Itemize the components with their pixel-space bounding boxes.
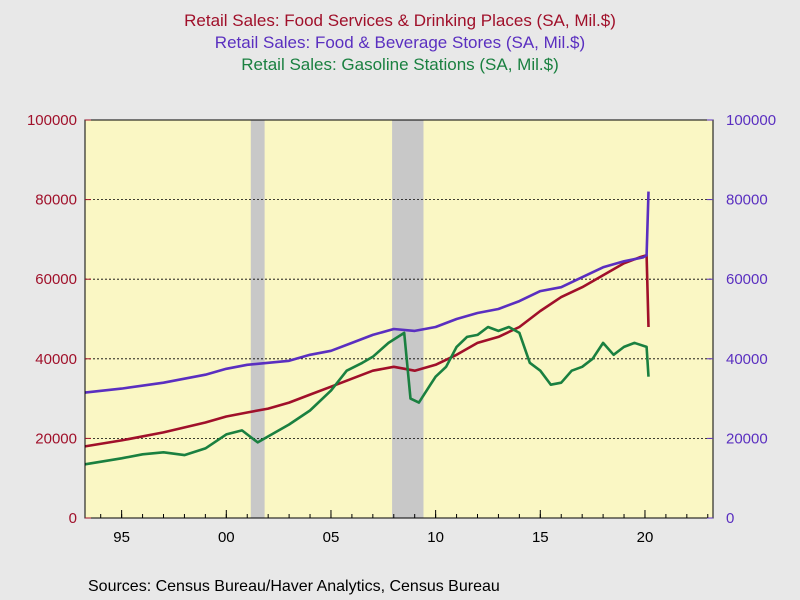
y-right-tick-label: 20000: [726, 430, 768, 447]
series-line-food_services: [84, 254, 650, 448]
chart-titles: Retail Sales: Food Services & Drinking P…: [0, 10, 800, 76]
source-note: Sources: Census Bureau/Haver Analytics, …: [88, 578, 500, 595]
y-right-tick-label: 80000: [726, 192, 768, 209]
y-left-tick-label: 100000: [27, 112, 77, 129]
y-left-tick-label: 80000: [35, 192, 77, 209]
x-tick-label: 10: [427, 529, 444, 546]
chart-title-food-beverage: Retail Sales: Food & Beverage Stores (SA…: [214, 33, 586, 52]
y-left-tick-label: 40000: [35, 351, 77, 368]
y-right-tick-label: 100000: [726, 112, 776, 129]
y-right-tick-label: 40000: [726, 351, 768, 368]
y-left-tick-label: 0: [69, 510, 77, 527]
y-right-tick-label: 0: [726, 510, 734, 527]
x-tick-label: 95: [113, 529, 130, 546]
x-tick-label: 05: [323, 529, 340, 546]
recession-band: [250, 120, 265, 518]
y-left-tick-label: 60000: [35, 271, 77, 288]
recession-band: [392, 120, 424, 518]
y-right-tick-label: 60000: [726, 271, 768, 288]
y-left-tick-label: 20000: [35, 430, 77, 447]
series-line-gasoline: [84, 325, 650, 466]
plot-frame: [84, 119, 714, 519]
chart-title-food-services: Retail Sales: Food Services & Drinking P…: [184, 11, 616, 30]
x-tick-label: 20: [637, 529, 654, 546]
chart-title-gasoline: Retail Sales: Gasoline Stations (SA, Mil…: [241, 55, 559, 74]
x-tick-label: 00: [218, 529, 235, 546]
x-tick-label: 15: [532, 529, 549, 546]
series-line-food_beverage: [84, 191, 650, 394]
